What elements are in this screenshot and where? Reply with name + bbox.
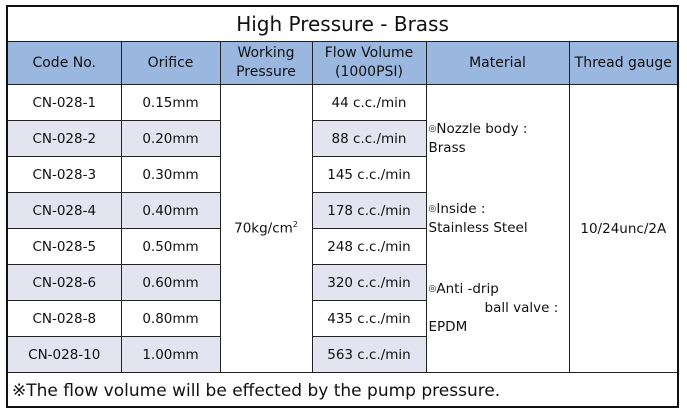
header-thread-gauge: Thread gauge [568,41,678,85]
table-row: CN-028-3 0.30mm 145 c.c./min [8,156,677,193]
header-working-pressure: Working Pressure [219,41,313,85]
header-code: Code No. [8,41,122,85]
cell-orifice: 0.30mm [120,156,221,193]
working-pressure-value: 70kg/cm [234,220,293,237]
cell-code: CN-028-5 [8,228,122,265]
table-row: CN-028-2 0.20mm 88 c.c./min [8,120,677,157]
cell-code: CN-028-4 [8,192,122,229]
material-nozzle: ◎Nozzle body : Brass [429,120,569,158]
material-antidrip-label: Anti -drip [436,281,499,297]
cell-flow: 248 c.c./min [311,228,427,265]
cell-code: CN-028-8 [8,300,122,337]
cell-orifice: 0.20mm [120,120,221,157]
cell-orifice: 0.80mm [120,300,221,337]
table-row: CN-028-1 0.15mm 70kg/cm2 44 c.c./min ◎No… [8,84,678,373]
bullet-icon: ◎ [428,204,437,214]
working-pressure-exponent: 2 [292,220,298,230]
cell-orifice: 0.15mm [120,84,221,121]
material-antidrip: ◎Anti -drip ball valve : EPDM [429,280,569,337]
material-antidrip-value: EPDM [428,319,468,335]
table-title: High Pressure - Brass [8,7,678,42]
table-row: CN-028-5 0.50mm 248 c.c./min [8,228,677,265]
table-row: CN-028-6 0.60mm 320 c.c./min [8,264,677,301]
table-row: CN-028-4 0.40mm 178 c.c./min [8,192,677,229]
header-flow-line1: Flow Volume [324,45,414,61]
cell-code: CN-028-3 [8,156,122,193]
cell-flow: 178 c.c./min [311,192,427,229]
cell-material: ◎Nozzle body : Brass ◎Inside : Stainless S… [425,84,570,373]
spec-table-frame: High Pressure - Brass Code No. Orifice W… [6,5,679,408]
material-nozzle-value: Brass [428,140,466,156]
header-working-line2: Pressure [236,64,296,80]
header-row: Code No. Orifice Working Pressure Flow Vo… [8,41,678,85]
cell-code: CN-028-1 [8,84,122,121]
cell-orifice: 0.40mm [120,192,221,229]
cell-flow: 435 c.c./min [311,300,427,337]
bullet-icon: ◎ [428,284,437,294]
table-row: CN-028-10 1.00mm 563 c.c./min [8,336,677,373]
header-orifice: Orifice [120,41,221,85]
header-flow-line2: (1000PSI) [334,64,403,80]
bullet-icon: ◎ [428,124,437,134]
cell-code: CN-028-6 [8,264,122,301]
cell-orifice: 0.60mm [120,264,221,301]
material-inside-label: Inside : [436,201,486,217]
material-inside: ◎Inside : Stainless Steel [429,200,569,238]
footnote: ※The flow volume will be effected by the… [8,372,678,408]
cell-flow: 44 c.c./min [311,84,427,121]
title-row: High Pressure - Brass [8,7,678,42]
cell-code: CN-028-10 [8,336,122,373]
cell-orifice: 1.00mm [120,336,221,373]
material-nozzle-label: Nozzle body : [436,121,528,137]
cell-flow: 563 c.c./min [311,336,427,373]
cell-working-pressure: 70kg/cm2 [219,84,313,373]
table-row: CN-028-8 0.80mm 435 c.c./min [8,300,677,337]
header-flow-volume: Flow Volume (1000PSI) [311,41,427,85]
material-inside-value: Stainless Steel [428,220,528,236]
cell-orifice: 0.50mm [120,228,221,265]
header-working-line1: Working [237,45,295,61]
cell-thread-gauge: 10/24unc/2A [568,84,678,373]
cell-flow: 88 c.c./min [311,120,427,157]
header-material: Material [425,41,570,85]
note-row: ※The flow volume will be effected by the… [8,372,678,408]
cell-code: CN-028-2 [8,120,122,157]
cell-flow: 145 c.c./min [311,156,427,193]
material-antidrip-label2: ball valve : [484,300,559,316]
cell-flow: 320 c.c./min [311,264,427,301]
spec-table: High Pressure - Brass Code No. Orifice W… [8,7,678,408]
